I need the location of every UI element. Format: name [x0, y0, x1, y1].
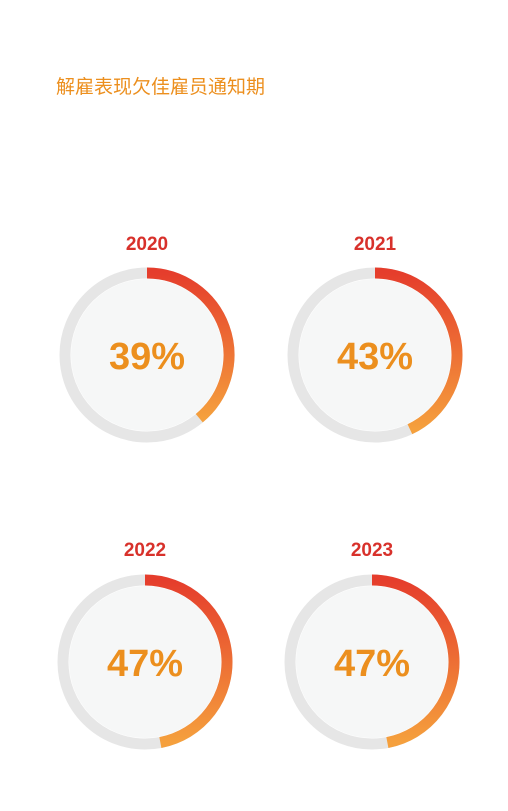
donut-chart-2020: 2020 39%	[59, 234, 235, 443]
donut-progress-arc	[144, 574, 233, 748]
value-label: 43%	[337, 336, 413, 378]
donut-progress-arc	[371, 574, 460, 748]
year-label: 2023	[351, 540, 393, 561]
donut-chart-2022: 2022 47%	[57, 540, 233, 750]
donut-chart-2023: 2023 47%	[284, 540, 460, 750]
donut-progress-arc	[374, 267, 463, 435]
donut-inner	[69, 586, 221, 738]
year-label: 2020	[126, 234, 168, 255]
value-label: 47%	[334, 643, 410, 685]
value-label: 39%	[109, 336, 185, 378]
year-label: 2021	[354, 234, 397, 255]
donut-inner	[299, 279, 451, 431]
value-label: 47%	[107, 643, 183, 685]
donut-inner	[296, 586, 448, 738]
page-title: 解雇表现欠佳雇员通知期	[56, 76, 266, 98]
donut-chart-2021: 2021 43%	[287, 234, 463, 443]
donut-progress-arc	[146, 267, 235, 423]
year-label: 2022	[124, 540, 166, 561]
donut-inner	[71, 279, 223, 431]
